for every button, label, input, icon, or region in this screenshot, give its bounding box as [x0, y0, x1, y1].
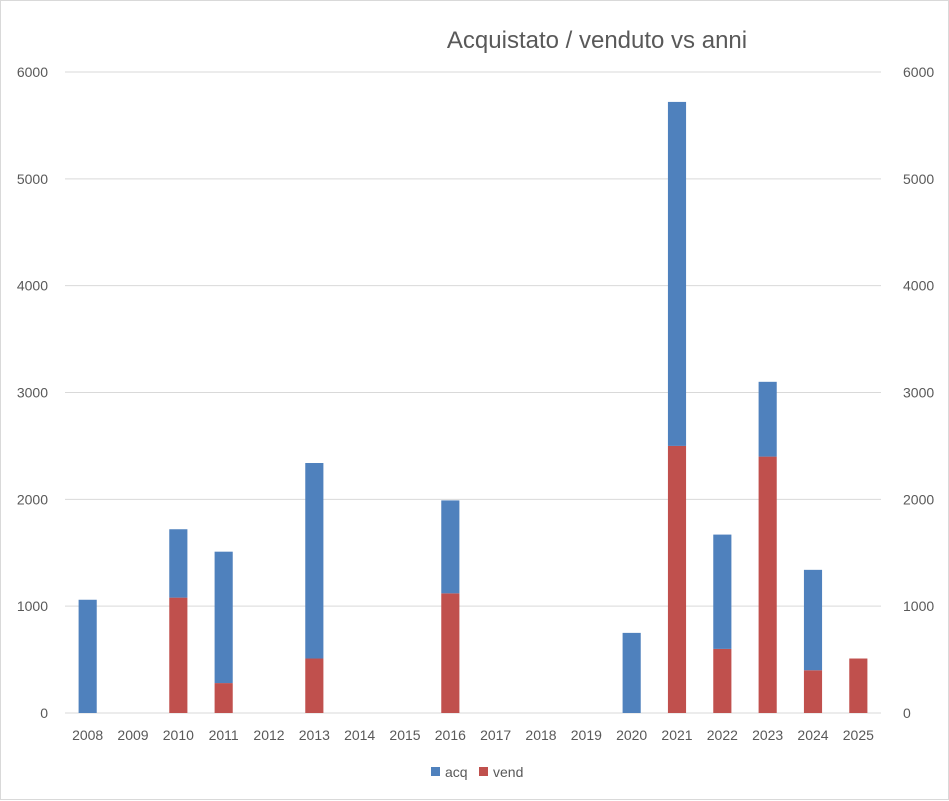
bars: [78, 101, 868, 713]
bar-acq-2013: [305, 463, 324, 659]
x-tick-label: 2022: [707, 727, 738, 743]
bar-acq-2016: [441, 500, 460, 594]
bar-vend-2010: [169, 597, 188, 713]
bar-vend-2011: [214, 683, 233, 713]
y-tick-label-right: 2000: [903, 491, 934, 507]
x-tick-label: 2009: [117, 727, 148, 743]
y-axis-right: 0 1000 2000 3000 4000 5000 6000: [903, 64, 934, 721]
bar-acq-2021: [667, 101, 687, 446]
y-tick-label-left: 4000: [17, 278, 48, 294]
y-tick-label-left: 2000: [17, 491, 48, 507]
legend-label-vend: vend: [493, 764, 523, 780]
bar-vend-2022: [713, 648, 732, 713]
x-tick-label: 2010: [163, 727, 194, 743]
x-tick-label: 2018: [525, 727, 556, 743]
bar-acq-2020: [622, 632, 641, 713]
y-tick-label-left: 6000: [17, 64, 48, 80]
bar-vend-2023: [758, 456, 777, 713]
x-axis: 2008 2009 2010 2011 2012 2013 2014 2015 2016 2017…: [72, 727, 874, 743]
x-tick-label: 2017: [480, 727, 511, 743]
bar-acq-2023: [758, 381, 777, 457]
x-tick-label: 2014: [344, 727, 375, 743]
bar-acq-2008: [78, 599, 97, 713]
x-tick-label: 2015: [389, 727, 420, 743]
x-tick-label: 2013: [299, 727, 330, 743]
bar-vend-2024: [803, 670, 823, 713]
y-tick-label-right: 4000: [903, 278, 934, 294]
legend: acq vend: [431, 764, 523, 780]
x-tick-label: 2025: [843, 727, 874, 743]
bar-vend-2021: [667, 445, 687, 713]
x-tick-label: 2012: [253, 727, 284, 743]
x-tick-label: 2021: [661, 727, 692, 743]
bar-vend-2025: [849, 658, 868, 713]
y-tick-label-right: 0: [903, 705, 911, 721]
gridlines: [65, 71, 881, 714]
bar-vend-2013: [305, 658, 324, 713]
y-tick-label-right: 1000: [903, 598, 934, 614]
y-tick-label-left: 5000: [17, 171, 48, 187]
x-tick-label: 2019: [571, 727, 602, 743]
y-tick-label-right: 3000: [903, 385, 934, 401]
x-tick-label: 2020: [616, 727, 647, 743]
bar-acq-2024: [803, 569, 823, 671]
chart-title: Acquistato / venduto vs anni: [447, 27, 747, 54]
y-tick-label-left: 1000: [17, 598, 48, 614]
x-tick-label: 2023: [752, 727, 783, 743]
y-tick-label-right: 6000: [903, 64, 934, 80]
bar-vend-2016: [441, 593, 460, 713]
legend-label-acq: acq: [445, 764, 468, 780]
x-tick-label: 2011: [209, 727, 239, 743]
x-tick-label: 2008: [72, 727, 103, 743]
y-axis-left: 0 1000 2000 3000 4000 5000 6000: [17, 64, 48, 721]
bar-acq-2010: [169, 529, 188, 598]
legend-swatch-acq: [431, 767, 440, 776]
bar-acq-2022: [713, 534, 732, 649]
x-tick-label: 2016: [435, 727, 466, 743]
y-tick-label-right: 5000: [903, 171, 934, 187]
legend-swatch-vend: [479, 767, 488, 776]
y-tick-label-left: 3000: [17, 385, 48, 401]
y-tick-label-left: 0: [40, 705, 48, 721]
x-tick-label: 2024: [797, 727, 828, 743]
bar-acq-2011: [214, 551, 233, 684]
